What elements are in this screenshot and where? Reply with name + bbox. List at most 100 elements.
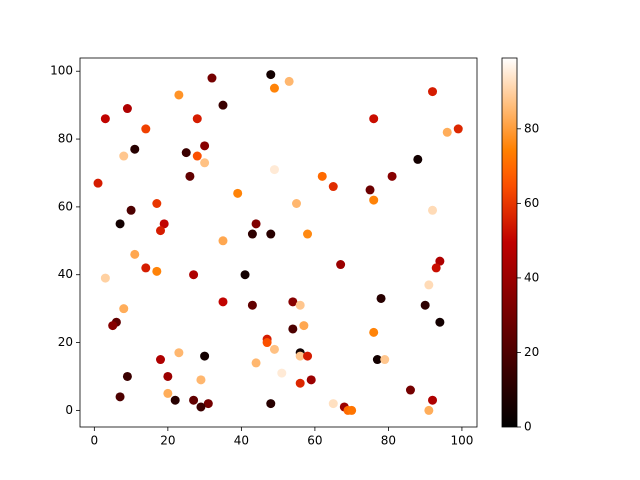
point xyxy=(156,355,166,365)
point xyxy=(295,300,305,310)
point xyxy=(189,270,199,280)
point xyxy=(431,263,441,273)
y-tick-label: 40 xyxy=(58,267,73,281)
x-tick-label: 80 xyxy=(381,434,396,448)
y-tick-label: 60 xyxy=(58,199,73,213)
point xyxy=(428,395,438,405)
point xyxy=(336,260,346,270)
point xyxy=(108,321,118,331)
point xyxy=(269,344,279,354)
point xyxy=(130,144,140,154)
point xyxy=(251,358,261,368)
plot-frame xyxy=(79,57,478,428)
point xyxy=(328,399,338,409)
point xyxy=(141,124,151,134)
point xyxy=(317,171,327,181)
point xyxy=(218,236,228,246)
point xyxy=(251,219,261,229)
point xyxy=(424,405,434,415)
point xyxy=(369,114,379,124)
point xyxy=(152,266,162,276)
x-tick-label: 0 xyxy=(91,434,99,448)
point xyxy=(453,317,463,327)
point xyxy=(156,226,166,236)
point xyxy=(269,83,279,93)
point xyxy=(200,351,210,361)
point xyxy=(303,351,313,361)
point xyxy=(369,327,379,337)
point xyxy=(159,219,169,229)
colorbar xyxy=(501,57,518,428)
point xyxy=(163,371,173,381)
x-tick-label: 40 xyxy=(234,434,249,448)
point xyxy=(442,127,452,137)
point xyxy=(306,375,316,385)
point xyxy=(266,229,276,239)
point xyxy=(174,90,184,100)
point xyxy=(141,263,151,273)
point xyxy=(303,229,313,239)
point xyxy=(247,229,257,239)
point xyxy=(266,399,276,409)
x-tick-label: 100 xyxy=(450,434,473,448)
point xyxy=(435,317,445,327)
point xyxy=(233,188,243,198)
point xyxy=(266,70,276,80)
point xyxy=(424,280,434,290)
point xyxy=(387,171,397,181)
y-tick-label: 80 xyxy=(58,132,73,146)
point xyxy=(288,297,298,307)
point xyxy=(119,151,129,161)
point xyxy=(295,351,305,361)
point xyxy=(295,378,305,388)
colorbar-tick-label: 60 xyxy=(524,196,539,210)
x-tick-label: 20 xyxy=(160,434,175,448)
point xyxy=(163,388,173,398)
point xyxy=(100,273,110,283)
x-tick-label: 60 xyxy=(307,434,322,448)
colorbar-tick-label: 40 xyxy=(524,270,539,284)
point xyxy=(277,368,287,378)
y-tick-label: 100 xyxy=(50,64,73,78)
point xyxy=(269,165,279,175)
point xyxy=(347,405,357,415)
point xyxy=(288,324,298,334)
point xyxy=(292,198,302,208)
point xyxy=(119,304,129,314)
point xyxy=(200,141,210,151)
point xyxy=(428,87,438,97)
point xyxy=(200,158,210,168)
point xyxy=(372,355,382,365)
point xyxy=(152,198,162,208)
point xyxy=(192,151,202,161)
point xyxy=(185,171,195,181)
point xyxy=(284,76,294,86)
point xyxy=(240,270,250,280)
point xyxy=(189,395,199,405)
point xyxy=(122,371,132,381)
point xyxy=(115,392,125,402)
point xyxy=(247,300,257,310)
y-tick-label: 0 xyxy=(65,403,73,417)
point xyxy=(380,355,390,365)
point xyxy=(196,375,206,385)
point xyxy=(288,399,298,409)
point xyxy=(174,348,184,358)
point xyxy=(299,321,309,331)
point xyxy=(369,195,379,205)
colorbar-tick-label: 0 xyxy=(524,420,532,434)
point xyxy=(453,124,463,134)
point xyxy=(328,182,338,192)
point xyxy=(130,249,140,259)
point xyxy=(207,73,217,83)
colorbar-tick-label: 80 xyxy=(524,121,539,135)
point xyxy=(203,399,213,409)
point xyxy=(405,385,415,395)
point xyxy=(218,100,228,110)
point xyxy=(435,256,445,266)
point xyxy=(376,293,386,303)
point xyxy=(122,104,132,114)
point xyxy=(262,338,272,348)
